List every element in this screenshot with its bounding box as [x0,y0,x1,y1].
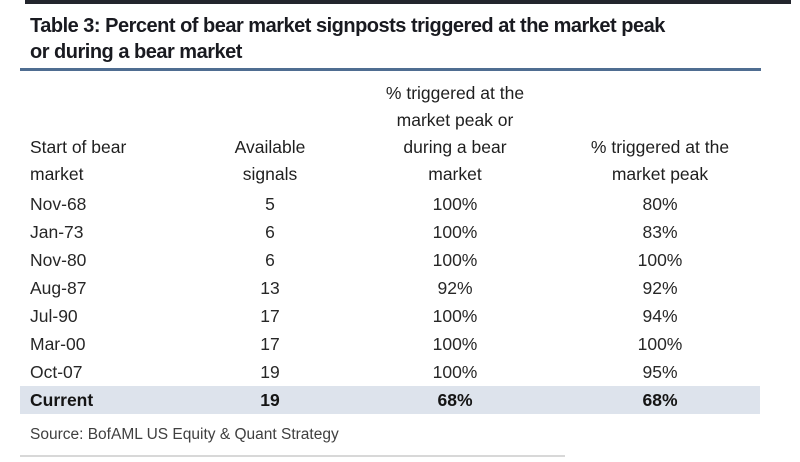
cell-available-signals: 17 [260,333,280,354]
cell-available-signals: 19 [260,361,280,382]
cell-start-of-bear-market: Jan-73 [30,221,84,242]
table-row: Oct-07 19 100% 95% [20,358,760,386]
cell-pct-triggered-peak-or-bear: 100% [432,333,478,354]
table-row: Nov-80 6 100% 100% [20,246,760,274]
column-header-pct-triggered-at-peak: % triggered at the market peak [590,137,730,184]
bottom-faint-rule [20,455,565,457]
cell-pct-triggered-at-peak: 100% [637,333,683,354]
table-header-row: Start of bear market Available signals %… [20,76,760,190]
table-title-line-1: Table 3: Percent of bear market signpost… [30,15,665,37]
table-row: Mar-00 17 100% 100% [20,330,760,358]
cell-pct-triggered-peak-or-bear: 100% [432,221,478,242]
cell-pct-triggered-at-peak: 68% [642,389,678,410]
cell-pct-triggered-at-peak: 100% [637,249,683,270]
cell-pct-triggered-at-peak: 83% [642,221,678,242]
cell-available-signals: 5 [265,193,275,214]
cell-pct-triggered-peak-or-bear: 100% [432,193,478,214]
cell-pct-triggered-at-peak: 94% [642,305,678,326]
cell-pct-triggered-peak-or-bear: 100% [432,361,478,382]
table-row: Jan-73 6 100% 83% [20,218,760,246]
cell-pct-triggered-at-peak: 92% [642,277,678,298]
cell-start-of-bear-market: Nov-80 [30,249,87,270]
cell-pct-triggered-peak-or-bear: 100% [432,249,478,270]
cell-available-signals: 17 [260,305,280,326]
data-table: Start of bear market Available signals %… [20,76,760,414]
column-header-start-of-bear-market: Start of bear market [30,137,127,184]
title-underline-rule [20,68,761,71]
cell-available-signals: 19 [260,389,280,410]
table-title-line-2: or during a bear market [30,41,242,63]
table-row: Nov-68 5 100% 80% [20,190,760,218]
column-header-pct-triggered-peak-or-bear: % triggered at the market peak or during… [385,83,525,184]
table-title: Table 3: Percent of bear market signpost… [30,13,792,65]
cell-available-signals: 6 [265,249,275,270]
cell-pct-triggered-peak-or-bear: 92% [437,277,473,298]
cell-pct-triggered-peak-or-bear: 68% [437,389,473,410]
cell-start-of-bear-market: Nov-68 [30,193,87,214]
table-row-current-highlighted: Current 19 68% 68% [20,386,760,414]
cell-start-of-bear-market: Current [30,389,94,410]
cell-pct-triggered-at-peak: 95% [642,361,678,382]
table-row: Aug-87 13 92% 92% [20,274,760,302]
cell-start-of-bear-market: Oct-07 [30,361,83,382]
column-header-available-signals: Available signals [234,137,306,184]
cell-start-of-bear-market: Aug-87 [30,277,87,298]
cell-pct-triggered-at-peak: 80% [642,193,678,214]
cell-available-signals: 6 [265,221,275,242]
cell-start-of-bear-market: Jul-90 [30,305,78,326]
table-row: Jul-90 17 100% 94% [20,302,760,330]
top-border-rule [25,0,791,4]
cell-pct-triggered-peak-or-bear: 100% [432,305,478,326]
cell-start-of-bear-market: Mar-00 [30,333,86,354]
cell-available-signals: 13 [260,277,280,298]
source-note: Source: BofAML US Equity & Quant Strateg… [30,426,339,443]
